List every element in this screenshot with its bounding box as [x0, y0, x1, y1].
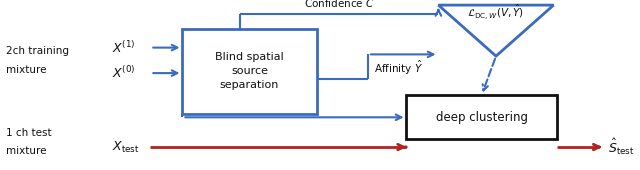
Text: $X^{(1)}$: $X^{(1)}$ — [112, 40, 136, 56]
Text: mixture: mixture — [6, 65, 47, 75]
Text: 2ch training: 2ch training — [6, 46, 69, 56]
FancyBboxPatch shape — [406, 95, 557, 139]
Text: deep clustering: deep clustering — [436, 111, 527, 124]
Text: Blind spatial
source
separation: Blind spatial source separation — [215, 52, 284, 90]
Text: $X_{\mathrm{test}}$: $X_{\mathrm{test}}$ — [112, 140, 140, 155]
Text: $X^{(0)}$: $X^{(0)}$ — [112, 65, 136, 81]
Polygon shape — [438, 5, 554, 56]
Text: $\mathcal{L}_{\mathrm{DC},W}(V,\hat{Y})$: $\mathcal{L}_{\mathrm{DC},W}(V,\hat{Y})$ — [467, 3, 525, 22]
Text: $\hat{S}_{\mathrm{test}}$: $\hat{S}_{\mathrm{test}}$ — [608, 137, 635, 157]
Text: Affinity $\hat{Y}$: Affinity $\hat{Y}$ — [374, 59, 424, 77]
Text: 1 ch test: 1 ch test — [6, 128, 52, 138]
Text: mixture: mixture — [6, 146, 47, 156]
FancyBboxPatch shape — [182, 29, 317, 114]
Text: Confidence $C$: Confidence $C$ — [304, 0, 374, 9]
